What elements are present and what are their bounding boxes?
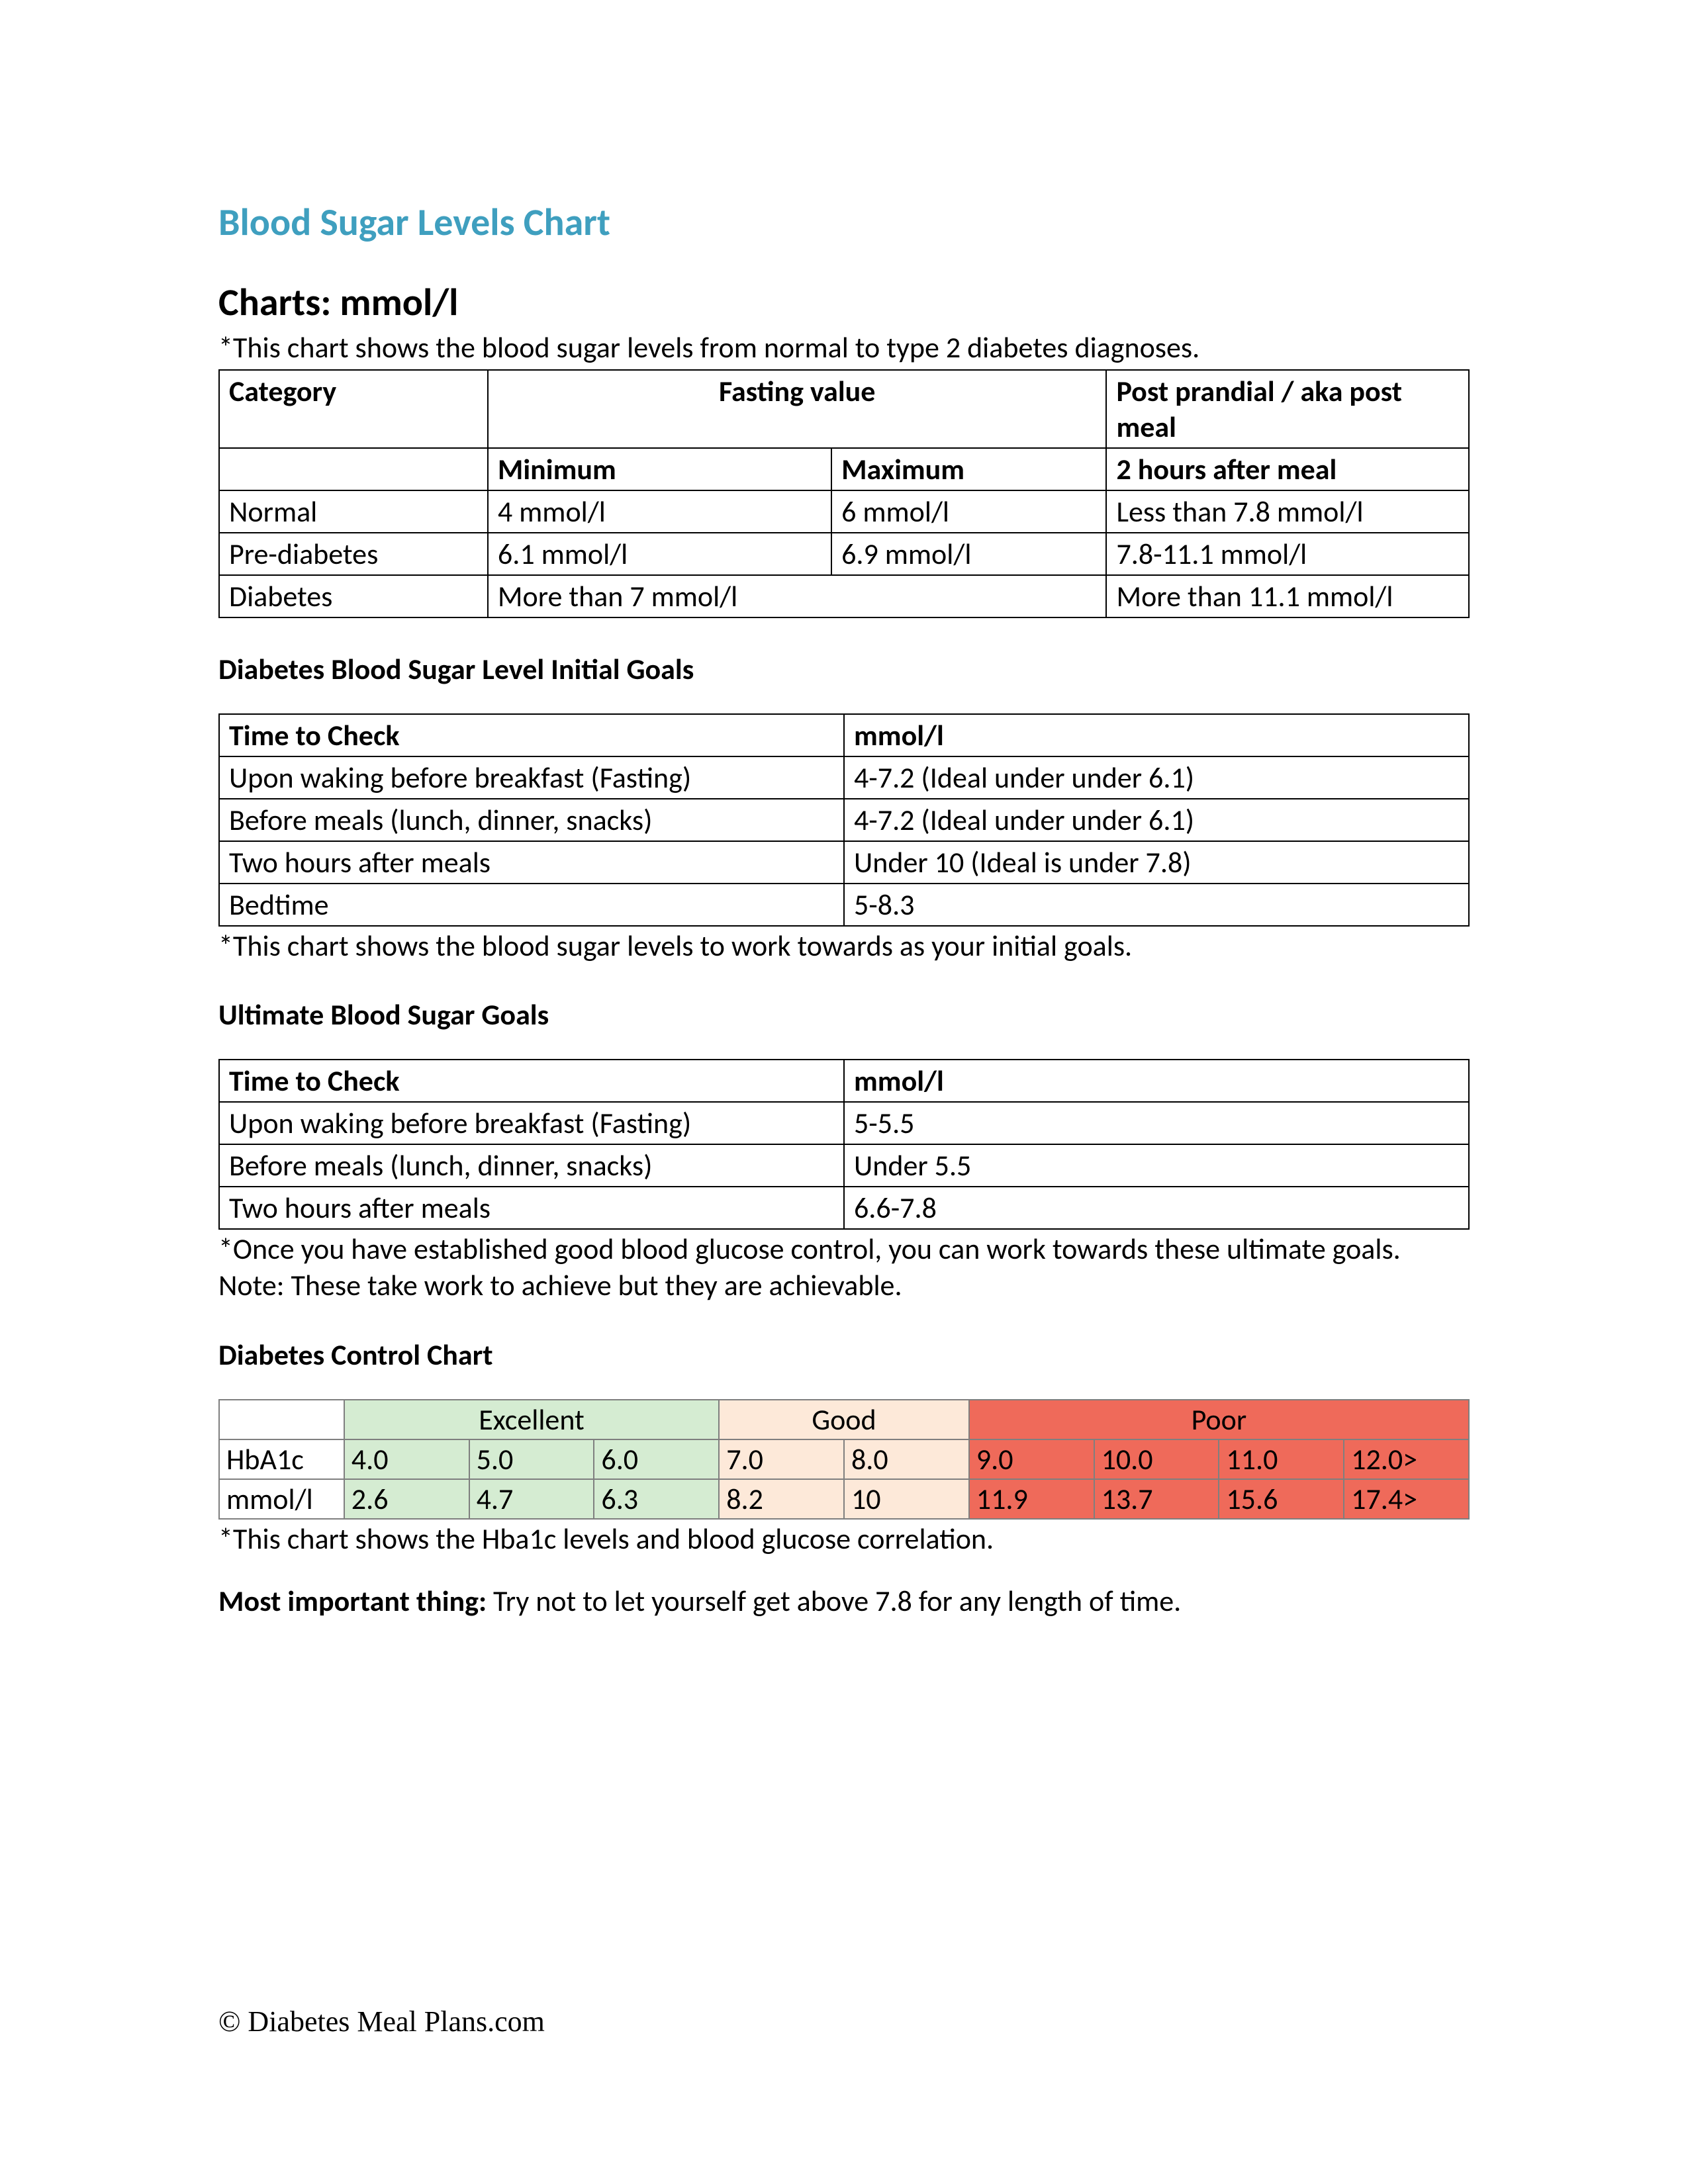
table-diagnoses: CategoryFasting valuePost prandial / aka… (218, 369, 1470, 618)
table-cell: 15.6 (1219, 1479, 1344, 1519)
table-header: Category (219, 370, 488, 448)
table-initial-goals: Time to Checkmmol/lUpon waking before br… (218, 713, 1470, 927)
table-header: Fasting value (488, 370, 1107, 448)
control-chart-footnote: *This chart shows the Hba1c levels and b… (218, 1521, 1470, 1557)
table-header: Minimum (488, 448, 831, 490)
table-cell: Upon waking before breakfast (Fasting) (219, 756, 844, 799)
table-cell: Before meals (lunch, dinner, snacks) (219, 1144, 844, 1187)
table-cell: 11.0 (1219, 1439, 1344, 1479)
table-cell: Under 5.5 (844, 1144, 1469, 1187)
table-cell: Under 10 (Ideal is under 7.8) (844, 841, 1469, 884)
table-cell: 12.0> (1344, 1439, 1469, 1479)
important-lead: Most important thing: (218, 1583, 487, 1619)
table-row: Before meals (lunch, dinner, snacks)4-7.… (219, 799, 1469, 841)
table-cell: 6.3 (594, 1479, 719, 1519)
table-cell: 10.0 (1094, 1439, 1219, 1479)
table-row: HbA1c4.05.06.07.08.09.010.011.012.0> (219, 1439, 1469, 1479)
table-cell: 4.7 (469, 1479, 594, 1519)
table-cell: Bedtime (219, 884, 844, 926)
table-cell: 6.9 mmol/l (831, 533, 1106, 575)
charts-subtitle: Charts: mmol/l (218, 279, 1470, 326)
control-group-header: Good (719, 1400, 969, 1439)
table-cell: 4-7.2 (Ideal under under 6.1) (844, 799, 1469, 841)
ultimate-goals-footnote: *Once you have established good blood gl… (218, 1231, 1470, 1304)
table-cell: 5.0 (469, 1439, 594, 1479)
table-cell: 7.8-11.1 mmol/l (1106, 533, 1469, 575)
table-header (219, 448, 488, 490)
table-row: mmol/l2.64.76.38.21011.913.715.617.4> (219, 1479, 1469, 1519)
ultimate-goals-heading: Ultimate Blood Sugar Goals (218, 997, 1470, 1032)
table-row: Upon waking before breakfast (Fasting)4-… (219, 756, 1469, 799)
table-row: Upon waking before breakfast (Fasting)5-… (219, 1102, 1469, 1144)
table-row: Normal4 mmol/l6 mmol/lLess than 7.8 mmol… (219, 490, 1469, 533)
row-label: HbA1c (219, 1439, 344, 1479)
table-cell: Normal (219, 490, 488, 533)
table-cell: 5-8.3 (844, 884, 1469, 926)
table-cell: 11.9 (969, 1479, 1094, 1519)
table-cell: More than 11.1 mmol/l (1106, 575, 1469, 617)
table-cell: 7.0 (719, 1439, 844, 1479)
table-control-chart: ExcellentGoodPoorHbA1c4.05.06.07.08.09.0… (218, 1399, 1470, 1520)
table-cell: More than 7 mmol/l (488, 575, 1107, 617)
page: Blood Sugar Levels Chart Charts: mmol/l … (0, 0, 1688, 1619)
table-ultimate-goals: Time to Checkmmol/lUpon waking before br… (218, 1059, 1470, 1230)
table-cell: Diabetes (219, 575, 488, 617)
table-cell: 6.6-7.8 (844, 1187, 1469, 1229)
footer-copyright: © Diabetes Meal Plans.com (218, 2005, 545, 2038)
table-cell: 6.1 mmol/l (488, 533, 831, 575)
table-row: Pre-diabetes6.1 mmol/l6.9 mmol/l7.8-11.1… (219, 533, 1469, 575)
table-cell: 8.0 (844, 1439, 969, 1479)
table-header: Maximum (831, 448, 1106, 490)
table-header: 2 hours after meal (1106, 448, 1469, 490)
initial-goals-footnote: *This chart shows the blood sugar levels… (218, 928, 1470, 964)
document-title: Blood Sugar Levels Chart (218, 199, 1470, 246)
table-cell: 13.7 (1094, 1479, 1219, 1519)
table-cell: Two hours after meals (219, 841, 844, 884)
control-group-header: Excellent (344, 1400, 719, 1439)
table-cell: 5-5.5 (844, 1102, 1469, 1144)
table1-caption: *This chart shows the blood sugar levels… (218, 330, 1470, 365)
control-group-header: Poor (969, 1400, 1469, 1439)
table-cell: 9.0 (969, 1439, 1094, 1479)
table-row: Two hours after mealsUnder 10 (Ideal is … (219, 841, 1469, 884)
table-cell (219, 1400, 344, 1439)
table-cell: Less than 7.8 mmol/l (1106, 490, 1469, 533)
table-cell: 10 (844, 1479, 969, 1519)
table-cell: Two hours after meals (219, 1187, 844, 1229)
table-cell: 2.6 (344, 1479, 469, 1519)
table-header: Time to Check (219, 714, 844, 756)
table-header: mmol/l (844, 714, 1469, 756)
table-header: mmol/l (844, 1060, 1469, 1102)
table-cell: 6.0 (594, 1439, 719, 1479)
table-cell: 4.0 (344, 1439, 469, 1479)
initial-goals-heading: Diabetes Blood Sugar Level Initial Goals (218, 651, 1470, 687)
table-cell: 4-7.2 (Ideal under under 6.1) (844, 756, 1469, 799)
table-cell: 8.2 (719, 1479, 844, 1519)
table-header: Time to Check (219, 1060, 844, 1102)
table-cell: Pre-diabetes (219, 533, 488, 575)
important-note: Most important thing: Try not to let you… (218, 1583, 1470, 1619)
table-cell: Upon waking before breakfast (Fasting) (219, 1102, 844, 1144)
table-header: Post prandial / aka post meal (1106, 370, 1469, 448)
table-cell: 17.4> (1344, 1479, 1469, 1519)
table-row: DiabetesMore than 7 mmol/lMore than 11.1… (219, 575, 1469, 617)
table-cell: 4 mmol/l (488, 490, 831, 533)
row-label: mmol/l (219, 1479, 344, 1519)
table-cell: Before meals (lunch, dinner, snacks) (219, 799, 844, 841)
table-cell: 6 mmol/l (831, 490, 1106, 533)
control-chart-heading: Diabetes Control Chart (218, 1337, 1470, 1373)
table-row: Two hours after meals6.6-7.8 (219, 1187, 1469, 1229)
table-row: Bedtime5-8.3 (219, 884, 1469, 926)
important-text: Try not to let yourself get above 7.8 fo… (487, 1583, 1181, 1619)
table-row: Before meals (lunch, dinner, snacks)Unde… (219, 1144, 1469, 1187)
